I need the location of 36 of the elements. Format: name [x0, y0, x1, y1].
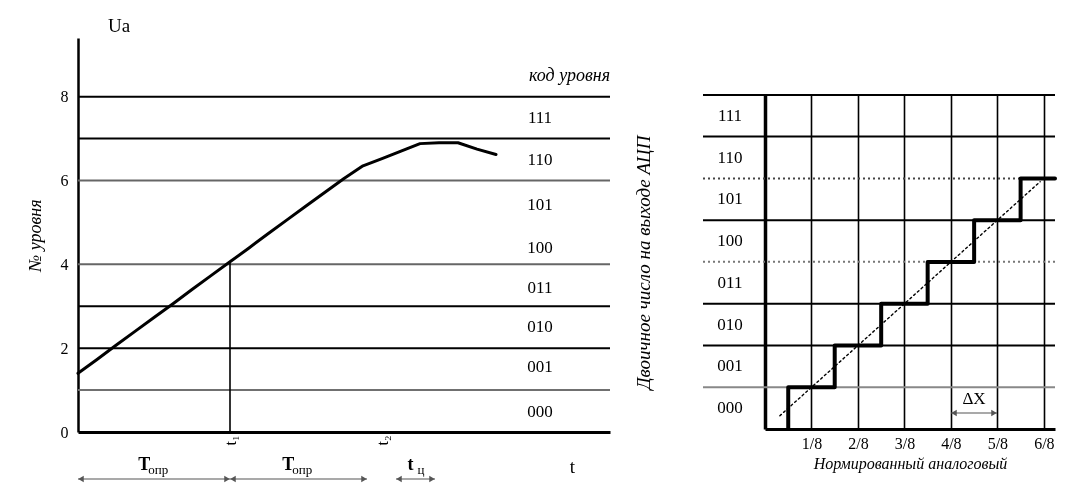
- annotation: 100: [527, 238, 553, 257]
- text: 000: [717, 398, 743, 418]
- annotation: ΔX: [962, 389, 986, 408]
- y-axis-title: № уровня: [24, 199, 45, 273]
- x-tick-label: 5/8: [987, 434, 1009, 452]
- annotation: 110: [527, 150, 553, 169]
- x-tick-label: 2/8: [848, 434, 869, 452]
- text: 001: [717, 356, 743, 376]
- x-tick-label: t₁: [221, 435, 239, 446]
- x-axis-title: t: [569, 455, 576, 477]
- y-tick-label: 4: [60, 255, 69, 273]
- text: 100: [717, 231, 743, 251]
- x-axis-title: Нормированный аналоговый: [812, 454, 1008, 473]
- text: 010: [717, 314, 743, 334]
- annotation: 011: [527, 278, 553, 297]
- annotation: 101: [527, 195, 553, 214]
- y-tick-label: 2: [60, 339, 69, 357]
- annotation: 111: [527, 108, 553, 127]
- annotation: 010: [527, 317, 553, 336]
- text: 110: [717, 147, 743, 167]
- text: 011: [717, 272, 743, 292]
- annotation: 000: [527, 402, 553, 421]
- x-tick-label: 6/8: [1034, 434, 1055, 452]
- y-tick-label: 6: [60, 172, 69, 190]
- x-tick-label: 1/8: [801, 434, 823, 452]
- text: 101: [717, 189, 743, 209]
- x-tick-label: 4/8: [941, 434, 962, 452]
- annotation: 001: [527, 357, 553, 376]
- annotation: код уровня: [529, 65, 610, 85]
- text: 111: [717, 105, 743, 125]
- y-tick-label: 0: [60, 423, 69, 441]
- y-axis-title: Двоичное число на выходе АЦП: [632, 134, 654, 392]
- text: Ua: [108, 15, 131, 36]
- y-tick-label: 8: [60, 88, 69, 106]
- x-tick-label: 3/8: [894, 434, 916, 452]
- x-tick-label: t₂: [373, 435, 391, 446]
